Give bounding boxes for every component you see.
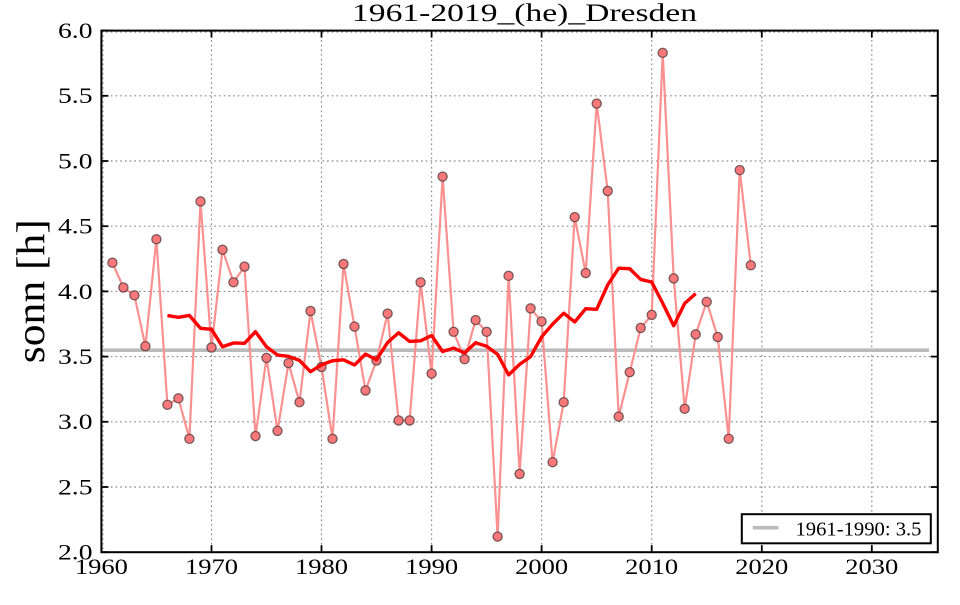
svg-text:2010: 2010: [625, 554, 678, 579]
svg-text:2.5: 2.5: [58, 474, 93, 499]
svg-text:1990: 1990: [405, 554, 458, 579]
svg-text:4.0: 4.0: [58, 279, 93, 304]
svg-text:1980: 1980: [295, 554, 348, 579]
svg-text:4.5: 4.5: [58, 214, 93, 239]
svg-text:1970: 1970: [185, 554, 238, 579]
svg-text:2030: 2030: [845, 554, 898, 579]
svg-text:3.5: 3.5: [58, 344, 93, 369]
svg-text:5.5: 5.5: [58, 83, 93, 108]
svg-text:1961-2019_(he)_Dresden: 1961-2019_(he)_Dresden: [352, 0, 697, 27]
svg-text:5.0: 5.0: [58, 148, 93, 173]
svg-text:sonn [h]: sonn [h]: [8, 219, 53, 363]
svg-text:3.0: 3.0: [58, 409, 93, 434]
svg-text:2020: 2020: [735, 554, 788, 579]
svg-text:1960: 1960: [75, 554, 128, 579]
svg-text:2000: 2000: [515, 554, 568, 579]
svg-text:1961-1990: 3.5: 1961-1990: 3.5: [796, 520, 922, 541]
svg-text:2.0: 2.0: [58, 540, 93, 565]
svg-text:6.0: 6.0: [58, 18, 93, 43]
